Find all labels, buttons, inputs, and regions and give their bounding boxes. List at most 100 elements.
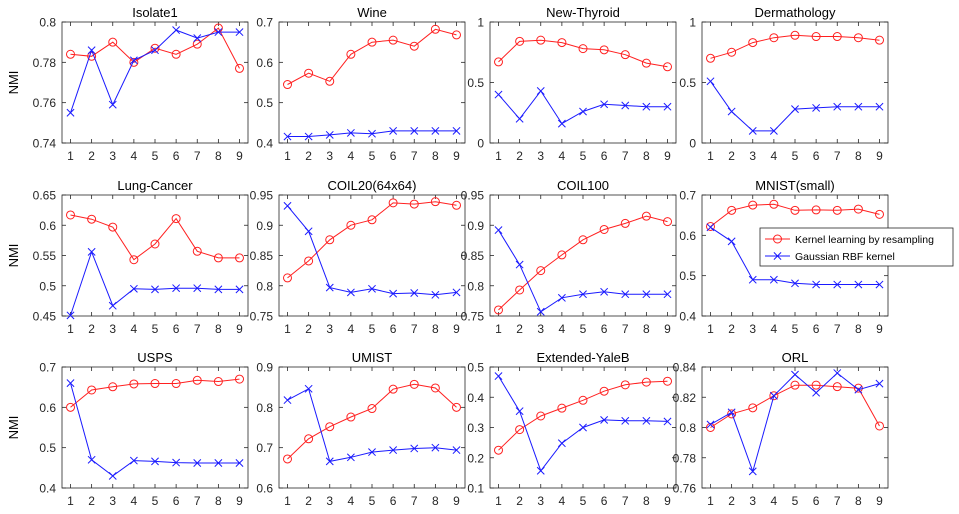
x-marker [325,130,334,139]
circle-marker [388,384,398,394]
circle-marker [192,375,202,385]
y-tick-label: 0.4 [39,482,56,496]
chart-title: COIL100 [557,178,609,193]
x-tick-label: 4 [771,322,778,336]
circle-marker [192,246,202,256]
circle-marker [494,305,503,315]
x-tick-label: 8 [215,149,222,163]
x-marker [791,370,799,379]
circle-marker [599,386,609,396]
plot-area [278,194,466,317]
x-tick-label: 7 [194,149,201,163]
circle-marker [108,37,118,47]
x-marker [431,290,440,299]
x-marker [87,247,96,256]
circle-marker [213,377,223,387]
x-tick-label: 6 [390,149,397,163]
x-marker [773,252,782,260]
x-marker [304,227,313,236]
x-marker [579,107,587,116]
circle-marker [108,382,118,392]
x-marker [325,283,334,292]
x-marker [389,446,398,455]
x-tick-label: 7 [194,322,201,336]
x-marker [642,416,651,425]
chart-panel: MNIST(small) 0.4 0.5 0.6 0.7 1 2 3 4 5 6 7 8 9 Kernel … [679,178,954,336]
x-marker [325,457,334,466]
circle-marker [515,425,525,435]
x-tick-label: 4 [348,149,355,163]
x-marker [536,466,545,475]
circle-marker [87,51,97,61]
x-marker [452,446,461,455]
x-tick-label: 9 [453,322,460,336]
x-marker [727,237,736,246]
x-tick-label: 7 [834,322,841,336]
x-tick-label: 5 [580,149,587,163]
x-tick-label: 4 [131,149,138,163]
y-tick-label: 0.95 [250,189,274,203]
circle-marker [663,217,672,227]
x-marker [854,102,863,111]
x-tick-label: 1 [67,494,74,508]
x-marker [368,129,376,138]
circle-marker [283,80,292,90]
circle-marker [536,411,546,421]
chart-title: COIL20(64x64) [328,178,417,193]
circle-marker [832,32,842,42]
circle-marker [367,215,377,225]
x-tick-label: 8 [432,322,439,336]
plot-area [489,194,677,317]
circle-marker [875,421,884,431]
x-marker [875,280,884,289]
y-tick-label: 0.5 [39,279,56,293]
series-line [70,250,240,316]
x-marker [283,132,292,141]
x-tick-label: 3 [749,494,756,508]
circle-marker [304,68,314,78]
x-marker [172,458,181,467]
x-tick-label: 6 [390,322,397,336]
circle-marker [325,422,335,432]
x-tick-label: 1 [67,149,74,163]
circle-marker [108,222,118,232]
x-marker [452,288,461,297]
x-marker [410,289,419,297]
chart-panel: COIL20(64x64) 0.75 0.8 0.85 0.9 0.95 1 2 3 4 5 6 7 8 9 [250,178,466,336]
y-tick-label: 0.75 [461,310,485,324]
y-tick-label: 0.74 [33,137,57,151]
x-tick-label: 7 [622,494,629,508]
circle-marker [620,218,630,228]
plot-area [489,21,677,144]
x-tick-label: 3 [537,149,544,163]
x-marker [108,301,117,310]
y-tick-label: 0.6 [256,482,273,496]
plot-area [278,21,466,144]
x-tick-label: 1 [707,494,714,508]
series-line [710,384,880,428]
x-tick-label: 1 [284,149,291,163]
circle-marker [557,250,567,260]
circle-marker [773,234,782,244]
x-marker [515,260,524,269]
circle-marker [325,76,335,86]
circle-marker [409,41,419,51]
x-marker [172,26,181,35]
y-tick-label: 0.8 [467,279,484,293]
circle-marker [536,35,546,45]
x-marker [410,444,419,453]
x-marker [663,290,672,299]
series-line [70,214,240,261]
x-marker [283,396,292,405]
y-tick-label: 0.6 [256,56,273,70]
x-marker [833,102,842,111]
x-tick-label: 6 [173,149,180,163]
y-tick-label: 0.2 [467,451,484,465]
series-line [710,34,880,59]
circle-marker [346,412,356,422]
x-marker [600,100,609,109]
chart-title: ORL [782,350,809,365]
y-tick-label: 1 [689,16,696,30]
x-marker [346,453,355,462]
circle-marker [641,211,651,221]
